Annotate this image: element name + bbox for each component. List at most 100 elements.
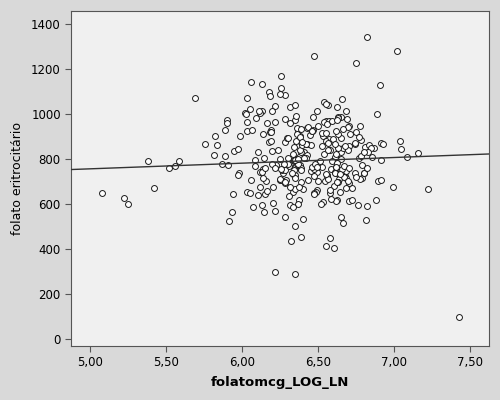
Point xyxy=(294,127,302,133)
Point xyxy=(324,121,332,127)
Point xyxy=(276,176,284,182)
Point xyxy=(306,132,314,139)
Point xyxy=(397,145,405,152)
Point xyxy=(357,153,365,159)
Point xyxy=(296,166,304,173)
Point xyxy=(98,190,106,196)
Point xyxy=(302,155,310,162)
Point xyxy=(378,176,386,183)
Point xyxy=(358,175,366,181)
Y-axis label: folato eritrocitário: folato eritrocitário xyxy=(11,122,24,235)
Point xyxy=(308,127,316,133)
Point xyxy=(276,91,284,98)
Point xyxy=(248,127,256,133)
Point xyxy=(332,151,340,158)
Point xyxy=(284,134,292,141)
Point xyxy=(310,166,318,172)
Point xyxy=(324,176,332,182)
Point xyxy=(256,110,264,116)
Point xyxy=(298,142,306,148)
Point xyxy=(331,169,339,176)
Point xyxy=(320,119,328,126)
Point xyxy=(286,202,294,208)
Point xyxy=(243,95,251,101)
Point xyxy=(333,104,341,110)
Point xyxy=(243,188,251,195)
Point xyxy=(281,214,289,220)
Point xyxy=(242,128,250,134)
Point xyxy=(424,186,432,193)
Point xyxy=(297,234,305,240)
Point xyxy=(294,201,302,208)
Point xyxy=(322,242,330,249)
Point xyxy=(120,195,128,202)
Point xyxy=(286,184,294,190)
Point xyxy=(224,162,232,168)
Point xyxy=(344,147,352,153)
Point xyxy=(272,162,280,168)
Point xyxy=(286,237,294,244)
Point xyxy=(297,139,305,145)
Point xyxy=(278,176,285,183)
Point xyxy=(378,141,386,147)
Point xyxy=(346,165,354,172)
Point xyxy=(304,124,312,130)
Point xyxy=(303,152,311,158)
Point xyxy=(342,173,349,180)
Point xyxy=(308,128,316,134)
Point xyxy=(326,235,334,242)
Point xyxy=(296,132,304,139)
Point xyxy=(364,149,372,155)
Point xyxy=(258,81,266,87)
Point xyxy=(314,168,322,175)
Point xyxy=(334,144,342,151)
Point xyxy=(342,185,350,191)
Point xyxy=(300,148,308,155)
Point xyxy=(234,146,241,152)
Point xyxy=(306,142,314,148)
Point xyxy=(282,167,290,174)
Point xyxy=(326,187,334,193)
Point xyxy=(344,124,352,130)
Point xyxy=(332,179,340,185)
Point xyxy=(252,115,260,122)
Point xyxy=(284,154,292,161)
Point xyxy=(332,128,340,134)
Point xyxy=(328,158,336,164)
Point xyxy=(290,102,298,109)
Point xyxy=(322,171,330,177)
Point xyxy=(362,217,370,224)
Point xyxy=(262,178,270,184)
Point xyxy=(456,314,464,320)
Point xyxy=(402,154,410,160)
Point xyxy=(280,116,288,122)
Point xyxy=(324,102,332,108)
Point xyxy=(337,149,345,155)
Point xyxy=(348,196,356,203)
Point xyxy=(370,145,378,152)
Point xyxy=(290,167,298,173)
Point xyxy=(299,216,307,222)
Point xyxy=(218,161,226,168)
Point xyxy=(328,118,336,124)
Point xyxy=(291,116,299,123)
Point xyxy=(271,208,279,214)
Point xyxy=(316,158,324,164)
Point xyxy=(332,170,340,176)
Point xyxy=(291,156,299,163)
Point xyxy=(292,138,300,145)
Point xyxy=(320,99,328,105)
Point xyxy=(277,166,285,172)
Point xyxy=(256,169,264,175)
Point xyxy=(314,123,322,129)
Point xyxy=(303,141,311,148)
Point xyxy=(310,173,318,180)
Point xyxy=(342,108,349,114)
Point xyxy=(267,137,275,144)
Point xyxy=(281,138,289,145)
Point xyxy=(302,140,310,147)
Point xyxy=(258,169,266,175)
Point xyxy=(320,198,328,205)
Point xyxy=(260,208,268,215)
Point xyxy=(268,108,276,114)
